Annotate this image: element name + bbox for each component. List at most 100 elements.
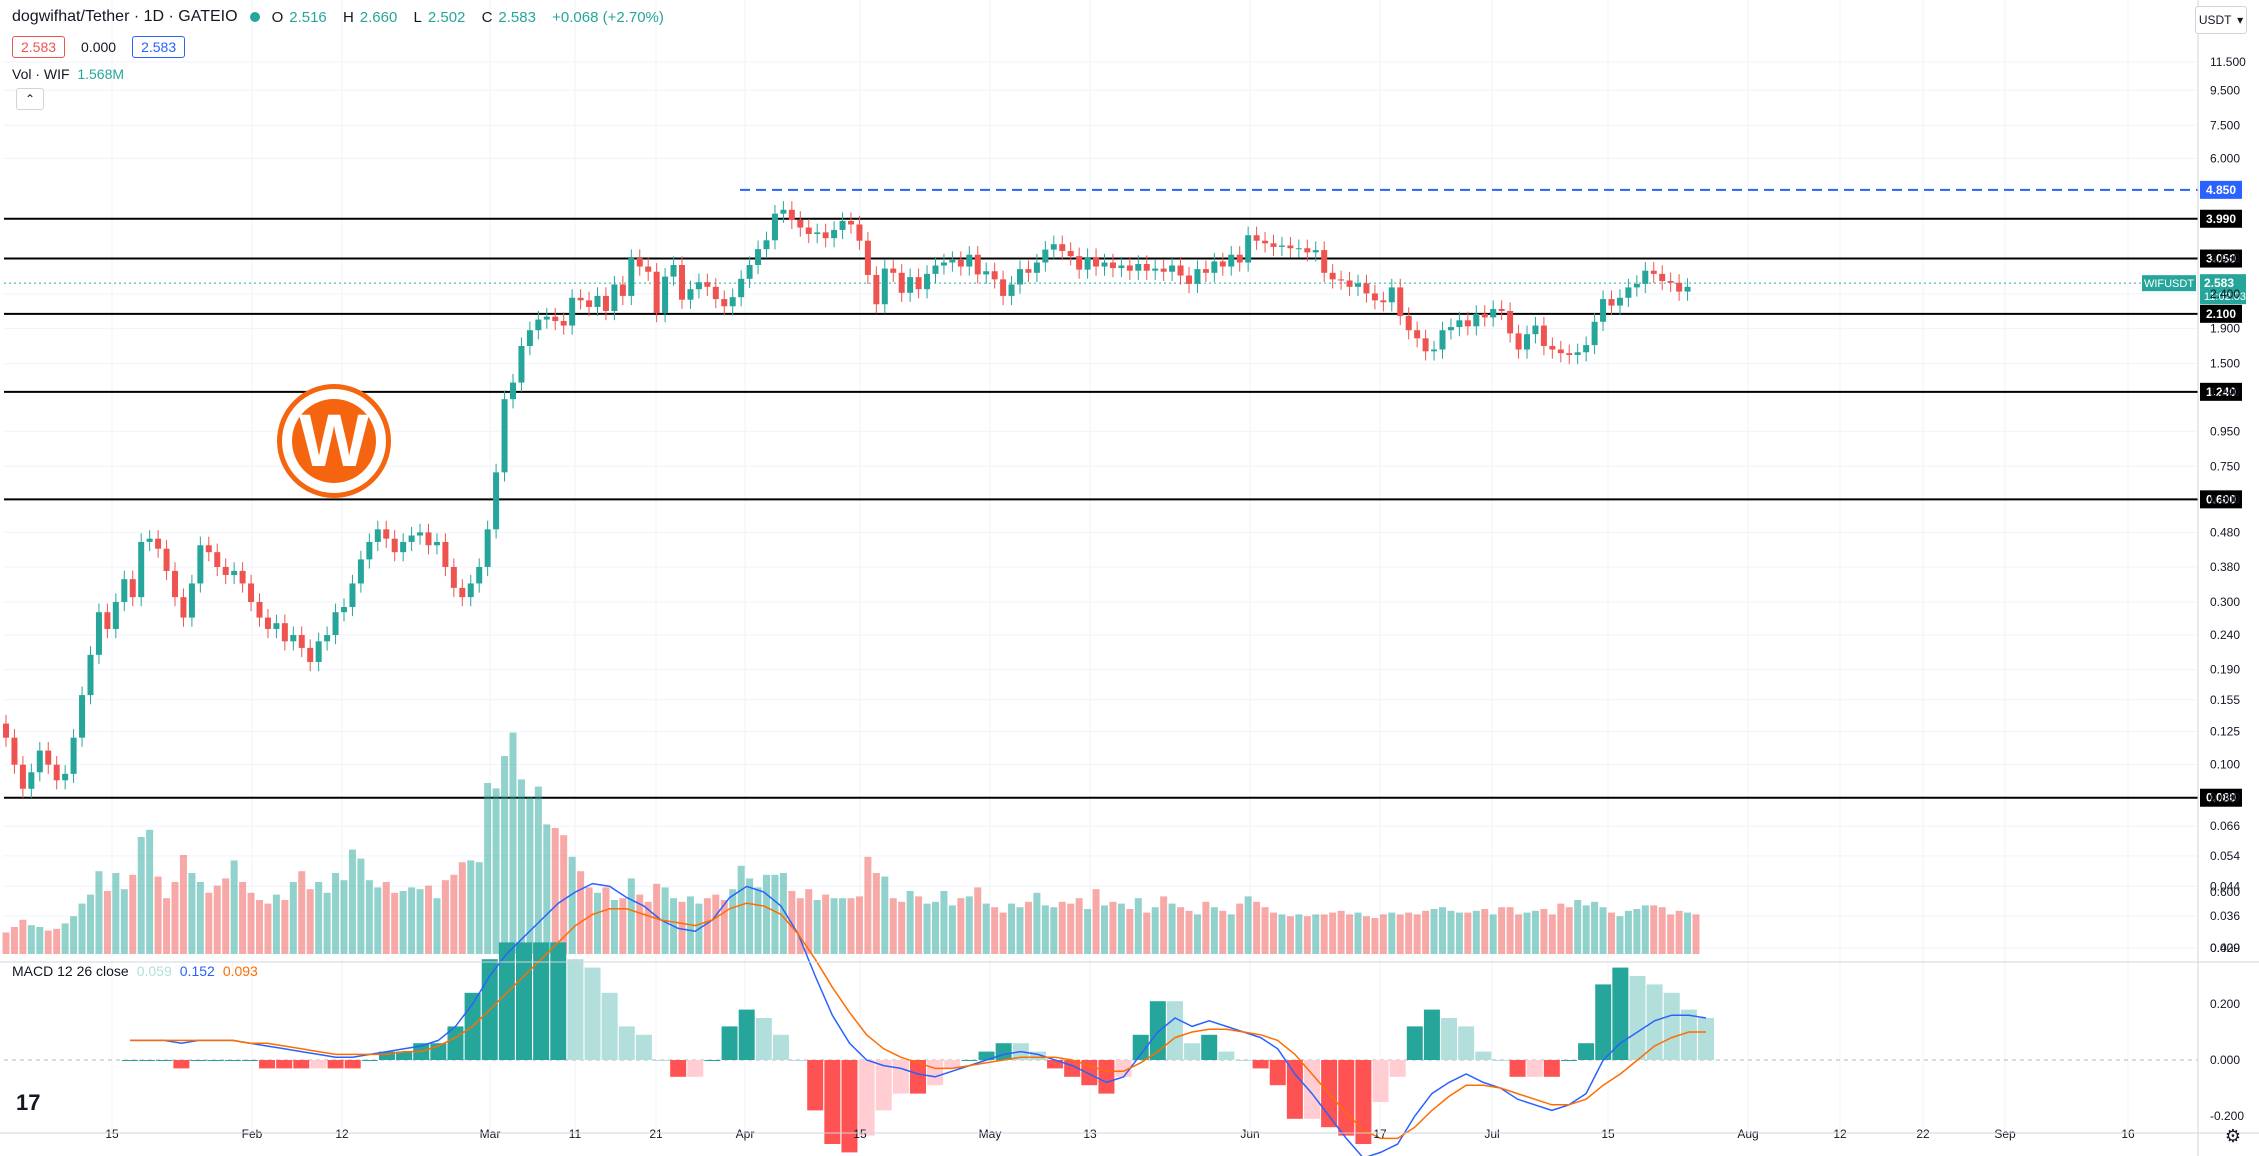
candle-body (653, 271, 660, 314)
candle-body (205, 545, 212, 553)
candle-body (1245, 235, 1252, 263)
candle-body (1676, 282, 1683, 292)
volume-bar (222, 878, 230, 954)
candle-body (586, 300, 593, 307)
gear-icon[interactable]: ⚙ (2224, 1126, 2241, 1146)
volume-bar (1371, 918, 1379, 954)
candle-body (11, 737, 18, 765)
candle-body (349, 583, 356, 608)
change-value: +0.068 (+2.70%) (552, 8, 664, 26)
buy-button[interactable]: 2.583 (132, 36, 186, 58)
volume-bar (19, 919, 27, 954)
candle-body (484, 529, 491, 567)
volume-bar (1388, 912, 1396, 954)
collapse-legend-button[interactable]: ⌃ (16, 88, 44, 110)
candle-body (602, 295, 609, 312)
volume-bar (1540, 909, 1548, 954)
volume-bar (1084, 909, 1092, 954)
volume-bar (771, 874, 779, 954)
x-tick-label: May (979, 1127, 1002, 1141)
volume-bar (264, 903, 272, 954)
macd-histogram-bar (1458, 1026, 1475, 1060)
macd-histogram-bar (344, 1060, 361, 1069)
volume-bar (87, 894, 94, 954)
candle-body (1338, 279, 1345, 281)
volume-bar (923, 903, 931, 954)
candle-body (264, 617, 271, 629)
candle-body (231, 570, 238, 575)
macd-histogram-bar (1560, 1060, 1577, 1061)
macd-legend: MACD 12 26 close 0.059 0.152 0.093 (12, 963, 258, 979)
volume-bar (382, 882, 390, 954)
volume-bar (399, 891, 407, 954)
candle-body (1329, 272, 1336, 280)
candle-body (1600, 299, 1607, 322)
symbol-tag (2142, 275, 2196, 292)
volume-bar (1650, 905, 1658, 954)
volume-bar (1320, 914, 1328, 954)
candle-body (1355, 283, 1361, 287)
volume-bar (416, 889, 424, 954)
candle-body (1422, 338, 1429, 352)
macd-histogram-bar (361, 1060, 378, 1061)
volume-bar (585, 887, 593, 954)
y-tick-label: 0.380 (2210, 560, 2240, 574)
volume-bar (864, 856, 872, 954)
volume-bar (1455, 912, 1463, 954)
candle-body (357, 559, 364, 584)
candle-body (662, 276, 669, 314)
macd-histogram-bar (1543, 1060, 1560, 1077)
candle-body (1025, 269, 1032, 273)
volume-bar (1193, 914, 1201, 954)
x-tick-label: Aug (1737, 1127, 1758, 1141)
volume-bar (44, 930, 52, 954)
volume-bar (1362, 916, 1370, 954)
currency-selector[interactable]: USDT ▾ (2195, 6, 2247, 34)
candle-body (1211, 261, 1218, 273)
volume-bar (830, 898, 838, 954)
last-price-tag (2200, 274, 2246, 305)
candle-body (881, 268, 888, 305)
y-tick-label: 11.500 (2210, 55, 2246, 69)
candle-body (932, 265, 939, 274)
candle-body (459, 587, 466, 598)
macd-y-tick: 0.000 (2210, 1053, 2240, 1067)
level-label: 3.050 (2206, 252, 2236, 266)
x-tick-label: 22 (1916, 1127, 1930, 1141)
volume-bar (847, 898, 855, 954)
candle-body (1312, 250, 1319, 253)
candle-body (712, 286, 719, 300)
candle-body (1228, 254, 1235, 267)
volume-bar (1616, 916, 1624, 954)
candle-body (366, 541, 373, 560)
macd-histogram-bar (1406, 1026, 1423, 1060)
candle-body (915, 277, 922, 290)
candle-body (374, 529, 381, 542)
level-tag (2200, 788, 2242, 807)
candle-body (1583, 345, 1590, 353)
y-tick-label: 0.066 (2210, 819, 2240, 833)
sell-button[interactable]: 2.583 (12, 36, 66, 58)
level-tag (2200, 249, 2242, 268)
macd-histogram-bar (1680, 1009, 1697, 1060)
tradingview-logo[interactable]: 17 (16, 1090, 41, 1115)
volume-bar (1582, 905, 1590, 954)
macd-histogram-bar (841, 1060, 858, 1153)
candle-body (687, 289, 694, 300)
macd-histogram-bar (1166, 1001, 1183, 1060)
macd-line (130, 882, 1707, 1156)
macd-histogram-bar (875, 1060, 892, 1111)
candle-body (239, 570, 246, 584)
candle-body (197, 545, 204, 584)
macd-histogram-bar (961, 1060, 978, 1061)
y-tick-label: 0.300 (2210, 595, 2240, 609)
volume-bar (779, 873, 787, 954)
volume-bar (1058, 901, 1066, 954)
volume-bar (120, 889, 128, 954)
candle-body (1262, 240, 1269, 244)
volume-bar (315, 882, 323, 954)
macd-histogram-bar (1509, 1060, 1526, 1077)
candle-body (1498, 308, 1505, 312)
symbol-title[interactable]: dogwifhat/Tether · 1D · GATEIO (12, 8, 238, 25)
